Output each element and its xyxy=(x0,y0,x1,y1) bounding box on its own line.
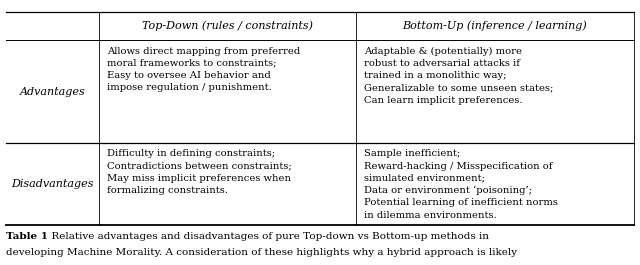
Text: Disadvantages: Disadvantages xyxy=(12,179,94,189)
Text: Adaptable & (potentially) more
robust to adversarial attacks if
trained in a mon: Adaptable & (potentially) more robust to… xyxy=(364,47,553,104)
Text: Allows direct mapping from preferred
moral frameworks to constraints;
Easy to ov: Allows direct mapping from preferred mor… xyxy=(107,47,300,92)
Text: Table 1: Table 1 xyxy=(6,232,49,241)
Text: Advantages: Advantages xyxy=(20,87,86,97)
Text: developing Machine Morality. A consideration of these highlights why a hybrid ap: developing Machine Morality. A considera… xyxy=(6,248,518,257)
Text: Difficulty in defining constraints;
Contradictions between constraints;
May miss: Difficulty in defining constraints; Cont… xyxy=(107,149,291,195)
Text: Top-Down (rules / constraints): Top-Down (rules / constraints) xyxy=(142,21,314,31)
Text: Sample inefficient;
Reward-hacking / Misspecification of
simulated environment;
: Sample inefficient; Reward-hacking / Mis… xyxy=(364,149,558,220)
Text: Table 1  Relative advantages and disadvantages of pure Top-down vs Bottom-up met: Table 1 Relative advantages and disadvan… xyxy=(6,232,489,241)
Text: Relative advantages and disadvantages of pure Top-down vs Bottom-up methods in: Relative advantages and disadvantages of… xyxy=(45,232,490,241)
Text: Bottom-Up (inference / learning): Bottom-Up (inference / learning) xyxy=(403,21,588,31)
